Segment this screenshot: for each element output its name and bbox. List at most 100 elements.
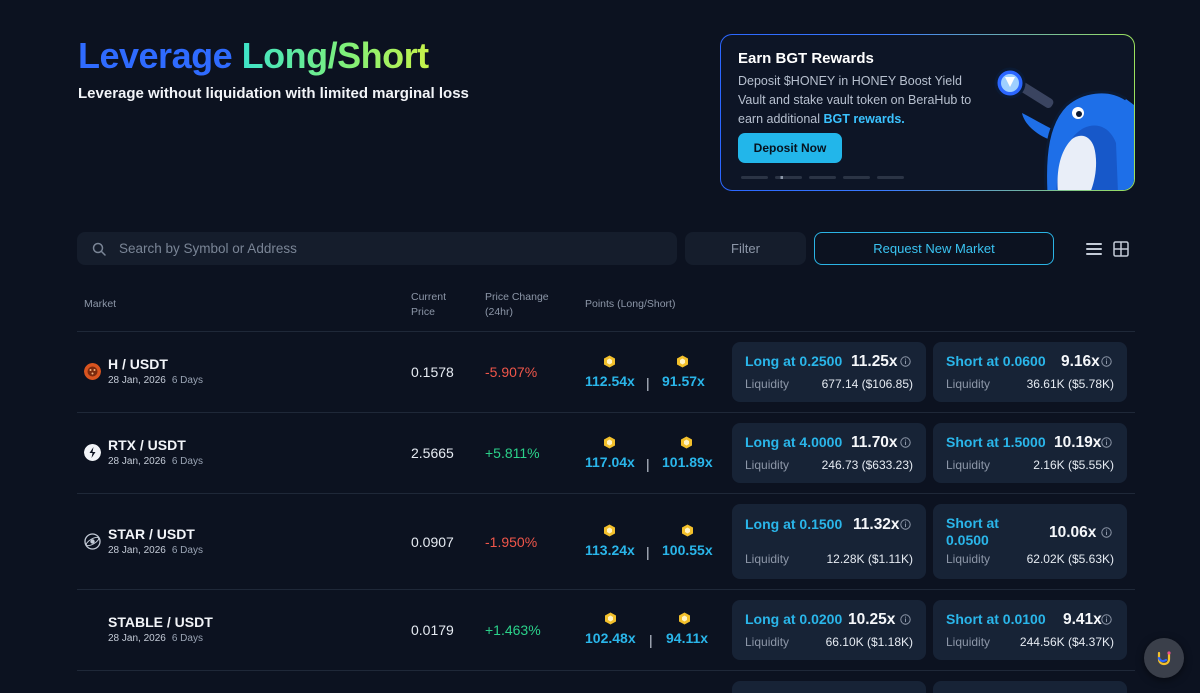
expiry-days: 6 Days xyxy=(171,633,203,644)
header-current-price-line2: Price xyxy=(411,306,435,318)
info-icon[interactable] xyxy=(1101,527,1112,538)
table-row[interactable]: RTX / USDT 28 Jan, 2026 6 Days 2.5665 +5.… xyxy=(77,413,1135,494)
points-long: 113.24x xyxy=(585,542,635,558)
short-position-card[interactable]: Short at 1.5000 10.19x Liquidity 2.16K (… xyxy=(933,423,1127,483)
short-entry-label: Short at 0.0100 xyxy=(946,611,1046,627)
deposit-now-button[interactable]: Deposit Now xyxy=(738,133,842,163)
short-entry-label: Short at 0.0500 xyxy=(946,515,999,549)
info-icon[interactable] xyxy=(900,519,911,530)
info-icon[interactable] xyxy=(900,356,911,367)
h-token-icon xyxy=(84,363,101,380)
header-current-price: Current Price xyxy=(411,290,446,320)
carousel-dot[interactable] xyxy=(741,176,768,179)
short-liquidity-value: 62.02K ($5.63K) xyxy=(1026,552,1114,566)
short-liquidity-label: Liquidity xyxy=(946,377,991,391)
short-position-card[interactable]: Short at 0.0600 9.16x Liquidity 36.61K (… xyxy=(933,342,1127,402)
promo-title: Earn BGT Rewards xyxy=(738,50,874,67)
header-current-price-line1: Current xyxy=(411,291,447,303)
page-title: Leverage Long/Short xyxy=(78,36,429,76)
info-icon[interactable] xyxy=(900,437,911,448)
info-icon[interactable] xyxy=(1101,356,1112,367)
expiry-date: 28 Jan, 2026 xyxy=(108,456,166,467)
short-position-card[interactable]: Short at 0.0500 10.06x Liquidity 62.02K … xyxy=(933,504,1127,579)
promo-banner: Earn BGT Rewards Deposit $HONEY in HONEY… xyxy=(720,34,1135,191)
short-position-card[interactable] xyxy=(933,681,1127,693)
info-icon[interactable] xyxy=(1101,437,1112,448)
expiry-days: 6 Days xyxy=(171,545,203,556)
header-price-change-line2: (24hr) xyxy=(485,306,514,318)
info-icon[interactable] xyxy=(1101,614,1112,625)
expiry-date: 28 Jan, 2026 xyxy=(108,545,166,556)
short-entry-label: Short at 0.0600 xyxy=(946,353,1046,369)
short-entry-label-line2: 0.0500 xyxy=(946,532,989,548)
market-expiry: 28 Jan, 2026 6 Days xyxy=(108,545,203,556)
carousel-dot[interactable] xyxy=(809,176,836,179)
long-entry-label: Long at 4.0000 xyxy=(745,434,843,450)
short-liquidity-label: Liquidity xyxy=(946,552,991,566)
expiry-date: 28 Jan, 2026 xyxy=(108,633,166,644)
price-change: -1.950% xyxy=(485,534,538,550)
table-row[interactable]: STABLE / USDT 28 Jan, 2026 6 Days 0.0179 … xyxy=(77,590,1135,671)
long-liquidity-value: 677.14 ($106.85) xyxy=(821,377,913,391)
market-pair[interactable]: STAR / USDT xyxy=(108,526,195,542)
short-liquidity-value: 244.56K ($4.37K) xyxy=(1019,635,1114,649)
short-multiplier: 9.16x xyxy=(1061,353,1100,370)
points-short: 91.57x xyxy=(662,373,705,389)
rtx-token-icon xyxy=(84,444,101,461)
page-title-long-short: Long/Short xyxy=(241,35,429,76)
assistant-logo-icon xyxy=(1157,651,1171,666)
carousel-dot[interactable] xyxy=(877,176,904,179)
carousel-dot[interactable] xyxy=(843,176,870,179)
short-multiplier: 10.06x xyxy=(1049,524,1097,541)
page-title-leverage: Leverage xyxy=(78,35,233,76)
points-hexagon-icon xyxy=(604,436,615,449)
request-new-market-button[interactable]: Request New Market xyxy=(814,232,1054,265)
points-short: 100.55x xyxy=(662,542,713,558)
expiry-days: 6 Days xyxy=(171,375,203,386)
grid-view-icon[interactable] xyxy=(1112,240,1130,258)
points-long: 102.48x xyxy=(585,630,636,646)
long-liquidity-value: 12.28K ($1.11K) xyxy=(826,552,913,566)
market-expiry: 28 Jan, 2026 6 Days xyxy=(108,375,203,386)
points-separator: | xyxy=(646,375,650,391)
market-pair[interactable]: RTX / USDT xyxy=(108,437,186,453)
short-position-card[interactable]: Short at 0.0100 9.41x Liquidity 244.56K … xyxy=(933,600,1127,660)
long-position-card[interactable]: Long at 0.0200 10.25x Liquidity 66.10K (… xyxy=(732,600,926,660)
whale-mascot-image xyxy=(994,67,1134,190)
promo-highlight: BGT rewards. xyxy=(823,112,905,126)
expiry-date: 28 Jan, 2026 xyxy=(108,375,166,386)
table-row[interactable]: H / USDT 28 Jan, 2026 6 Days 0.1578 -5.90… xyxy=(77,332,1135,413)
long-position-card[interactable] xyxy=(732,681,926,693)
filter-button[interactable]: Filter xyxy=(685,232,806,265)
search-input[interactable] xyxy=(107,232,677,265)
header-price-change: Price Change (24hr) xyxy=(485,290,549,320)
long-entry-label: Long at 0.2500 xyxy=(745,353,843,369)
long-position-card[interactable]: Long at 0.1500 11.32x Liquidity 12.28K (… xyxy=(732,504,926,579)
promo-text: Deposit $HONEY in HONEY Boost Yield Vaul… xyxy=(738,72,988,129)
carousel-dots xyxy=(741,176,904,179)
price-change: -5.907% xyxy=(485,364,538,380)
search-bar xyxy=(77,232,677,265)
assistant-chat-button[interactable] xyxy=(1144,638,1184,678)
points-hexagon-icon xyxy=(681,436,692,449)
points-hexagon-icon xyxy=(679,612,690,625)
carousel-dot-active[interactable] xyxy=(775,176,802,179)
table-row[interactable]: STAR / USDT 28 Jan, 2026 6 Days 0.0907 -1… xyxy=(77,494,1135,590)
market-pair[interactable]: STABLE / USDT xyxy=(108,614,213,630)
star-token-icon xyxy=(84,533,101,550)
header-divider xyxy=(77,331,1135,332)
short-multiplier: 10.19x xyxy=(1054,434,1102,451)
short-entry-label-line1: Short at xyxy=(946,515,999,531)
short-liquidity-value: 2.16K ($5.55K) xyxy=(1033,458,1114,472)
short-liquidity-label: Liquidity xyxy=(946,635,991,649)
points-hexagon-icon xyxy=(682,524,693,537)
long-position-card[interactable]: Long at 0.2500 11.25x Liquidity 677.14 (… xyxy=(732,342,926,402)
long-position-card[interactable]: Long at 4.0000 11.70x Liquidity 246.73 (… xyxy=(732,423,926,483)
info-icon[interactable] xyxy=(900,614,911,625)
list-view-icon[interactable] xyxy=(1085,241,1103,257)
long-liquidity-label: Liquidity xyxy=(745,552,790,566)
points-hexagon-icon xyxy=(605,612,616,625)
market-pair[interactable]: H / USDT xyxy=(108,356,168,372)
points-long: 117.04x xyxy=(585,454,635,470)
points-short: 94.11x xyxy=(666,630,709,646)
